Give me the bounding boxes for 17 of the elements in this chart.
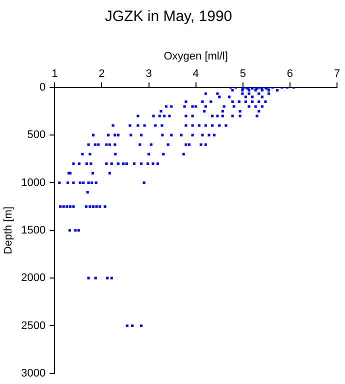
x-tick-label: 7	[334, 68, 340, 80]
x-tick-label: 5	[240, 68, 246, 80]
x-tick-label: 4	[192, 68, 199, 80]
x-tick-label: 1	[52, 68, 58, 80]
y-tick-label: 1000	[21, 176, 46, 189]
y-tick-label: 1500	[21, 224, 46, 236]
y-tick-label: 500	[27, 129, 46, 142]
y-tick-label: 3000	[21, 367, 46, 380]
y-tick-label: 0	[40, 81, 46, 94]
y-tick-label: 2000	[21, 272, 46, 284]
y-axis-title: Depth [m]	[2, 206, 15, 254]
x-tick-label: 3	[146, 68, 152, 80]
x-tick-label: 2	[98, 68, 105, 80]
x-tick-label: 6	[286, 68, 294, 80]
x-axis-title: Oxygen [ml/l]	[164, 50, 228, 63]
y-tick-label: 2500	[21, 320, 46, 332]
chart-title: JGZK in May, 1990	[104, 8, 232, 26]
